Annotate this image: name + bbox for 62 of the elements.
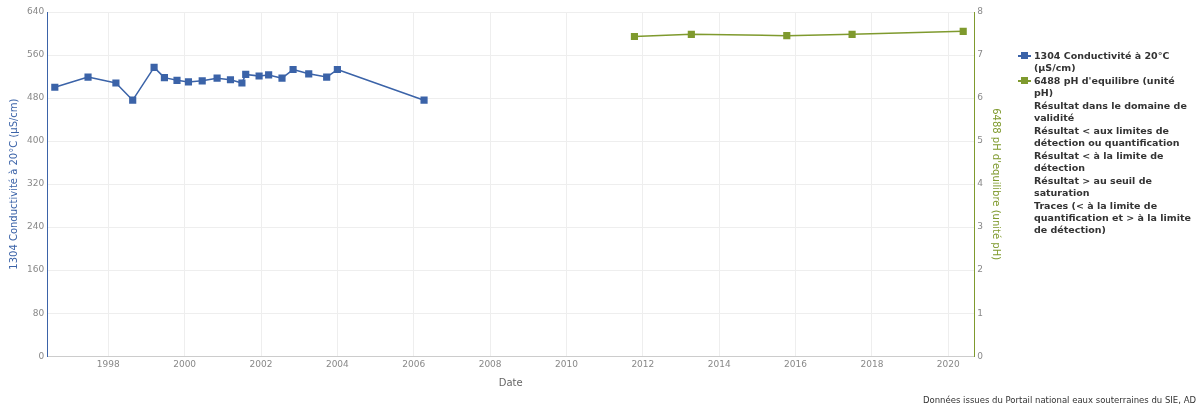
y2-tick-label: 8	[977, 6, 984, 17]
y2-tick-label: 3	[977, 221, 984, 232]
x-tick-label: 2010	[555, 358, 579, 369]
x-tick-label: 2014	[707, 358, 731, 369]
x-tick-label: 2008	[478, 358, 502, 369]
x-tick-label: 2002	[249, 358, 273, 369]
x-tick-label: 1998	[96, 358, 120, 369]
point	[289, 65, 297, 74]
y2-axis-title: 6488 pH d'equilibre (unité pH)	[991, 108, 1003, 261]
y-tick-label: 320	[26, 178, 45, 189]
point	[226, 76, 235, 84]
x-tick-label: 2004	[325, 358, 350, 369]
legend-label: 6488 pH d'equilibre (unité pH)	[1034, 75, 1176, 99]
point	[198, 77, 206, 85]
text: Résultat < aux limites de détection ou quantification	[1034, 125, 1181, 149]
y2-tick-label: 0	[977, 350, 984, 361]
y-axis-title: 1304 Conductivité à 20°C (µS/cm)	[7, 98, 19, 270]
y2-tick-label: 4	[977, 178, 984, 189]
x-tick-label: 2018	[860, 358, 884, 369]
x-tick-label: 2016	[784, 358, 808, 369]
x-axis-title: Date	[498, 376, 523, 388]
x-tick-label: 2012	[631, 358, 655, 369]
text: Résultat > au seuil de saturation	[1034, 175, 1153, 199]
text: Résultat < à la limite de détection	[1034, 150, 1165, 174]
point	[238, 79, 246, 87]
y-tick-label: 80	[32, 307, 45, 318]
point	[150, 63, 158, 71]
text: Traces (< à la limite de quantification et > à la limite de détection)	[1034, 200, 1192, 236]
point	[323, 73, 331, 81]
y2-tick-label: 5	[977, 135, 984, 146]
y2-tick-label: 2	[977, 264, 984, 275]
point	[305, 70, 313, 78]
text: Données issues du Portail national eaux souterraines du SIE, AD	[922, 395, 1196, 405]
x-tick-label: 2006	[402, 358, 426, 369]
y-tick-label: 560	[26, 49, 45, 60]
y-tick-label: 0	[38, 350, 45, 361]
text: Résultat dans le domaine de validité	[1034, 100, 1188, 124]
point	[242, 70, 250, 78]
y-tick-label: 240	[26, 221, 45, 232]
y-tick-label: 640	[26, 6, 45, 17]
point	[160, 74, 168, 82]
point	[84, 73, 92, 81]
point	[213, 74, 221, 82]
y2-tick-label: 7	[977, 49, 984, 60]
x-tick-label: 2000	[173, 358, 197, 369]
y-tick-label: 160	[26, 264, 45, 275]
x-tick-label: 2020	[936, 358, 961, 369]
y2-tick-label: 6	[977, 92, 984, 103]
y-tick-label: 480	[26, 92, 45, 103]
point	[173, 76, 181, 84]
point	[333, 65, 341, 74]
y2-tick-label: 1	[977, 307, 984, 318]
legend-label: 1304 Conductivité à 20°C (µS/cm)	[1034, 50, 1171, 74]
point	[255, 72, 263, 80]
point	[51, 83, 59, 91]
point	[420, 96, 428, 104]
point	[112, 79, 120, 87]
point	[278, 74, 286, 82]
y-tick-label: 400	[26, 135, 45, 146]
point	[184, 78, 193, 86]
point	[265, 71, 273, 79]
point	[129, 96, 137, 104]
